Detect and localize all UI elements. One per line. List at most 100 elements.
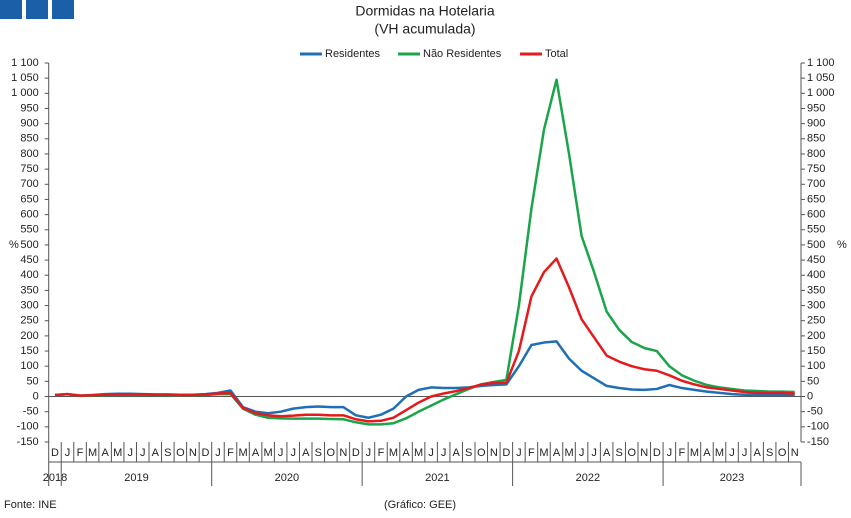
- y2-tick-label: 900: [807, 118, 825, 130]
- x-tick-label: M: [113, 447, 122, 459]
- x-tick-label: J: [428, 447, 434, 459]
- x-tick-label: J: [140, 447, 146, 459]
- year-label: 2019: [124, 472, 148, 484]
- x-tick-label: A: [553, 447, 561, 459]
- y-tick-label: 1 000: [11, 87, 39, 99]
- y-tick-label: 900: [20, 118, 38, 130]
- y-tick-label: 1 050: [11, 72, 39, 84]
- x-tick-label: M: [264, 447, 273, 459]
- y-tick-label: 450: [20, 254, 38, 266]
- x-tick-label: A: [252, 447, 260, 459]
- y2-tick-label: 650: [807, 193, 825, 205]
- x-tick-label: A: [453, 447, 461, 459]
- y2-tick-label: 1 050: [807, 72, 835, 84]
- y2-tick-label: -50: [807, 406, 823, 418]
- x-tick-label: S: [315, 447, 322, 459]
- x-tick-label: J: [290, 447, 296, 459]
- chart-title: Dormidas na Hotelaria: [355, 3, 494, 19]
- x-tick-label: D: [653, 447, 661, 459]
- x-tick-label: A: [753, 447, 761, 459]
- x-tick-label: S: [616, 447, 623, 459]
- y2-tick-label: 500: [807, 239, 825, 251]
- y-tick-label: 550: [20, 224, 38, 236]
- x-tick-label: A: [402, 447, 410, 459]
- x-tick-label: F: [77, 447, 84, 459]
- y2-tick-label: 600: [807, 209, 825, 221]
- y-tick-label: 100: [20, 360, 38, 372]
- x-tick-label: O: [477, 447, 486, 459]
- x-tick-label: J: [441, 447, 447, 459]
- x-tick-label: M: [88, 447, 97, 459]
- x-tick-label: F: [528, 447, 535, 459]
- x-tick-label: O: [778, 447, 787, 459]
- x-tick-label: J: [65, 447, 71, 459]
- x-tick-label: M: [715, 447, 724, 459]
- y-tick-label: 400: [20, 269, 38, 281]
- x-tick-label: J: [591, 447, 597, 459]
- y2-tick-label: 150: [807, 345, 825, 357]
- x-tick-label: A: [302, 447, 310, 459]
- y-unit: %: [9, 239, 19, 251]
- y2-tick-label: 950: [807, 102, 825, 114]
- x-tick-label: O: [176, 447, 185, 459]
- year-label: 2022: [576, 472, 600, 484]
- x-tick-label: D: [201, 447, 209, 459]
- y2-tick-label: 400: [807, 269, 825, 281]
- y2-tick-label: -100: [807, 421, 829, 433]
- x-tick-label: O: [327, 447, 336, 459]
- series-line: [54, 340, 795, 419]
- logo-square: [26, 0, 48, 19]
- year-label: 2018: [43, 472, 67, 484]
- y2-tick-label: -150: [807, 436, 829, 448]
- y2-unit: %: [837, 239, 847, 251]
- x-tick-label: J: [215, 447, 221, 459]
- y-tick-label: 150: [20, 345, 38, 357]
- logo-square: [52, 0, 74, 19]
- year-label: 2020: [275, 472, 299, 484]
- y2-tick-label: 350: [807, 284, 825, 296]
- x-tick-label: M: [389, 447, 398, 459]
- y2-tick-label: 800: [807, 148, 825, 160]
- x-tick-label: A: [152, 447, 160, 459]
- y-tick-label: 750: [20, 163, 38, 175]
- x-tick-label: A: [101, 447, 109, 459]
- y2-tick-label: 750: [807, 163, 825, 175]
- x-tick-label: F: [227, 447, 234, 459]
- x-tick-label: J: [742, 447, 748, 459]
- x-tick-label: S: [766, 447, 773, 459]
- y-tick-label: 600: [20, 209, 38, 221]
- y-tick-label: 950: [20, 102, 38, 114]
- year-label: 2021: [425, 472, 449, 484]
- y-tick-label: 850: [20, 133, 38, 145]
- x-tick-label: M: [690, 447, 699, 459]
- logo-square: [0, 0, 22, 19]
- y-tick-label: 0: [33, 390, 39, 402]
- y-tick-label: 250: [20, 315, 38, 327]
- y2-tick-label: 200: [807, 330, 825, 342]
- x-tick-label: J: [366, 447, 372, 459]
- y2-tick-label: 100: [807, 360, 825, 372]
- y2-tick-label: 450: [807, 254, 825, 266]
- x-tick-label: A: [603, 447, 611, 459]
- x-tick-label: J: [667, 447, 673, 459]
- y2-tick-label: 1 100: [807, 57, 835, 69]
- y-tick-label: 800: [20, 148, 38, 160]
- x-tick-label: M: [238, 447, 247, 459]
- source: Fonte: INE: [4, 499, 57, 511]
- legend-label: Não Residentes: [423, 48, 502, 60]
- x-tick-label: N: [791, 447, 799, 459]
- y2-tick-label: 0: [807, 390, 813, 402]
- y-tick-label: 300: [20, 299, 38, 311]
- x-tick-label: A: [703, 447, 711, 459]
- y-tick-label: -50: [23, 406, 39, 418]
- x-tick-label: J: [579, 447, 585, 459]
- y-tick-label: 1 100: [11, 57, 39, 69]
- y-tick-label: 200: [20, 330, 38, 342]
- y-tick-label: 350: [20, 284, 38, 296]
- y2-tick-label: 250: [807, 315, 825, 327]
- x-tick-label: J: [516, 447, 522, 459]
- series-line: [54, 78, 795, 426]
- year-label: 2023: [720, 472, 744, 484]
- series-line: [54, 257, 795, 423]
